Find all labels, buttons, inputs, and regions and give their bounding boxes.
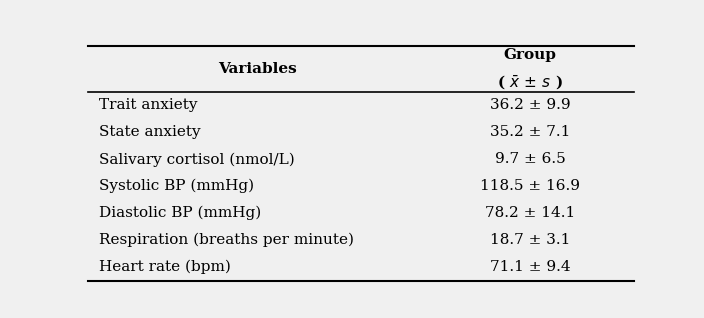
Text: Variables: Variables <box>218 62 296 76</box>
Text: Trait anxiety: Trait anxiety <box>99 99 197 113</box>
Text: Salivary cortisol (nmol/L): Salivary cortisol (nmol/L) <box>99 152 295 167</box>
Text: 18.7 ± 3.1: 18.7 ± 3.1 <box>490 233 570 247</box>
Text: 71.1 ± 9.4: 71.1 ± 9.4 <box>489 260 570 274</box>
Text: 78.2 ± 14.1: 78.2 ± 14.1 <box>485 206 575 220</box>
Text: Heart rate (bpm): Heart rate (bpm) <box>99 260 231 274</box>
Text: Systolic BP (mmHg): Systolic BP (mmHg) <box>99 179 254 193</box>
Text: Diastolic BP (mmHg): Diastolic BP (mmHg) <box>99 206 261 220</box>
Text: 9.7 ± 6.5: 9.7 ± 6.5 <box>495 152 565 166</box>
Text: 36.2 ± 9.9: 36.2 ± 9.9 <box>489 99 570 113</box>
Text: 118.5 ± 16.9: 118.5 ± 16.9 <box>480 179 580 193</box>
Text: State anxiety: State anxiety <box>99 125 201 139</box>
Text: Group: Group <box>503 48 556 62</box>
Text: 35.2 ± 7.1: 35.2 ± 7.1 <box>490 125 570 139</box>
Text: Respiration (breaths per minute): Respiration (breaths per minute) <box>99 233 354 247</box>
Text: ( $\bar{x}$ $\pm$ $s$ ): ( $\bar{x}$ $\pm$ $s$ ) <box>497 73 563 91</box>
